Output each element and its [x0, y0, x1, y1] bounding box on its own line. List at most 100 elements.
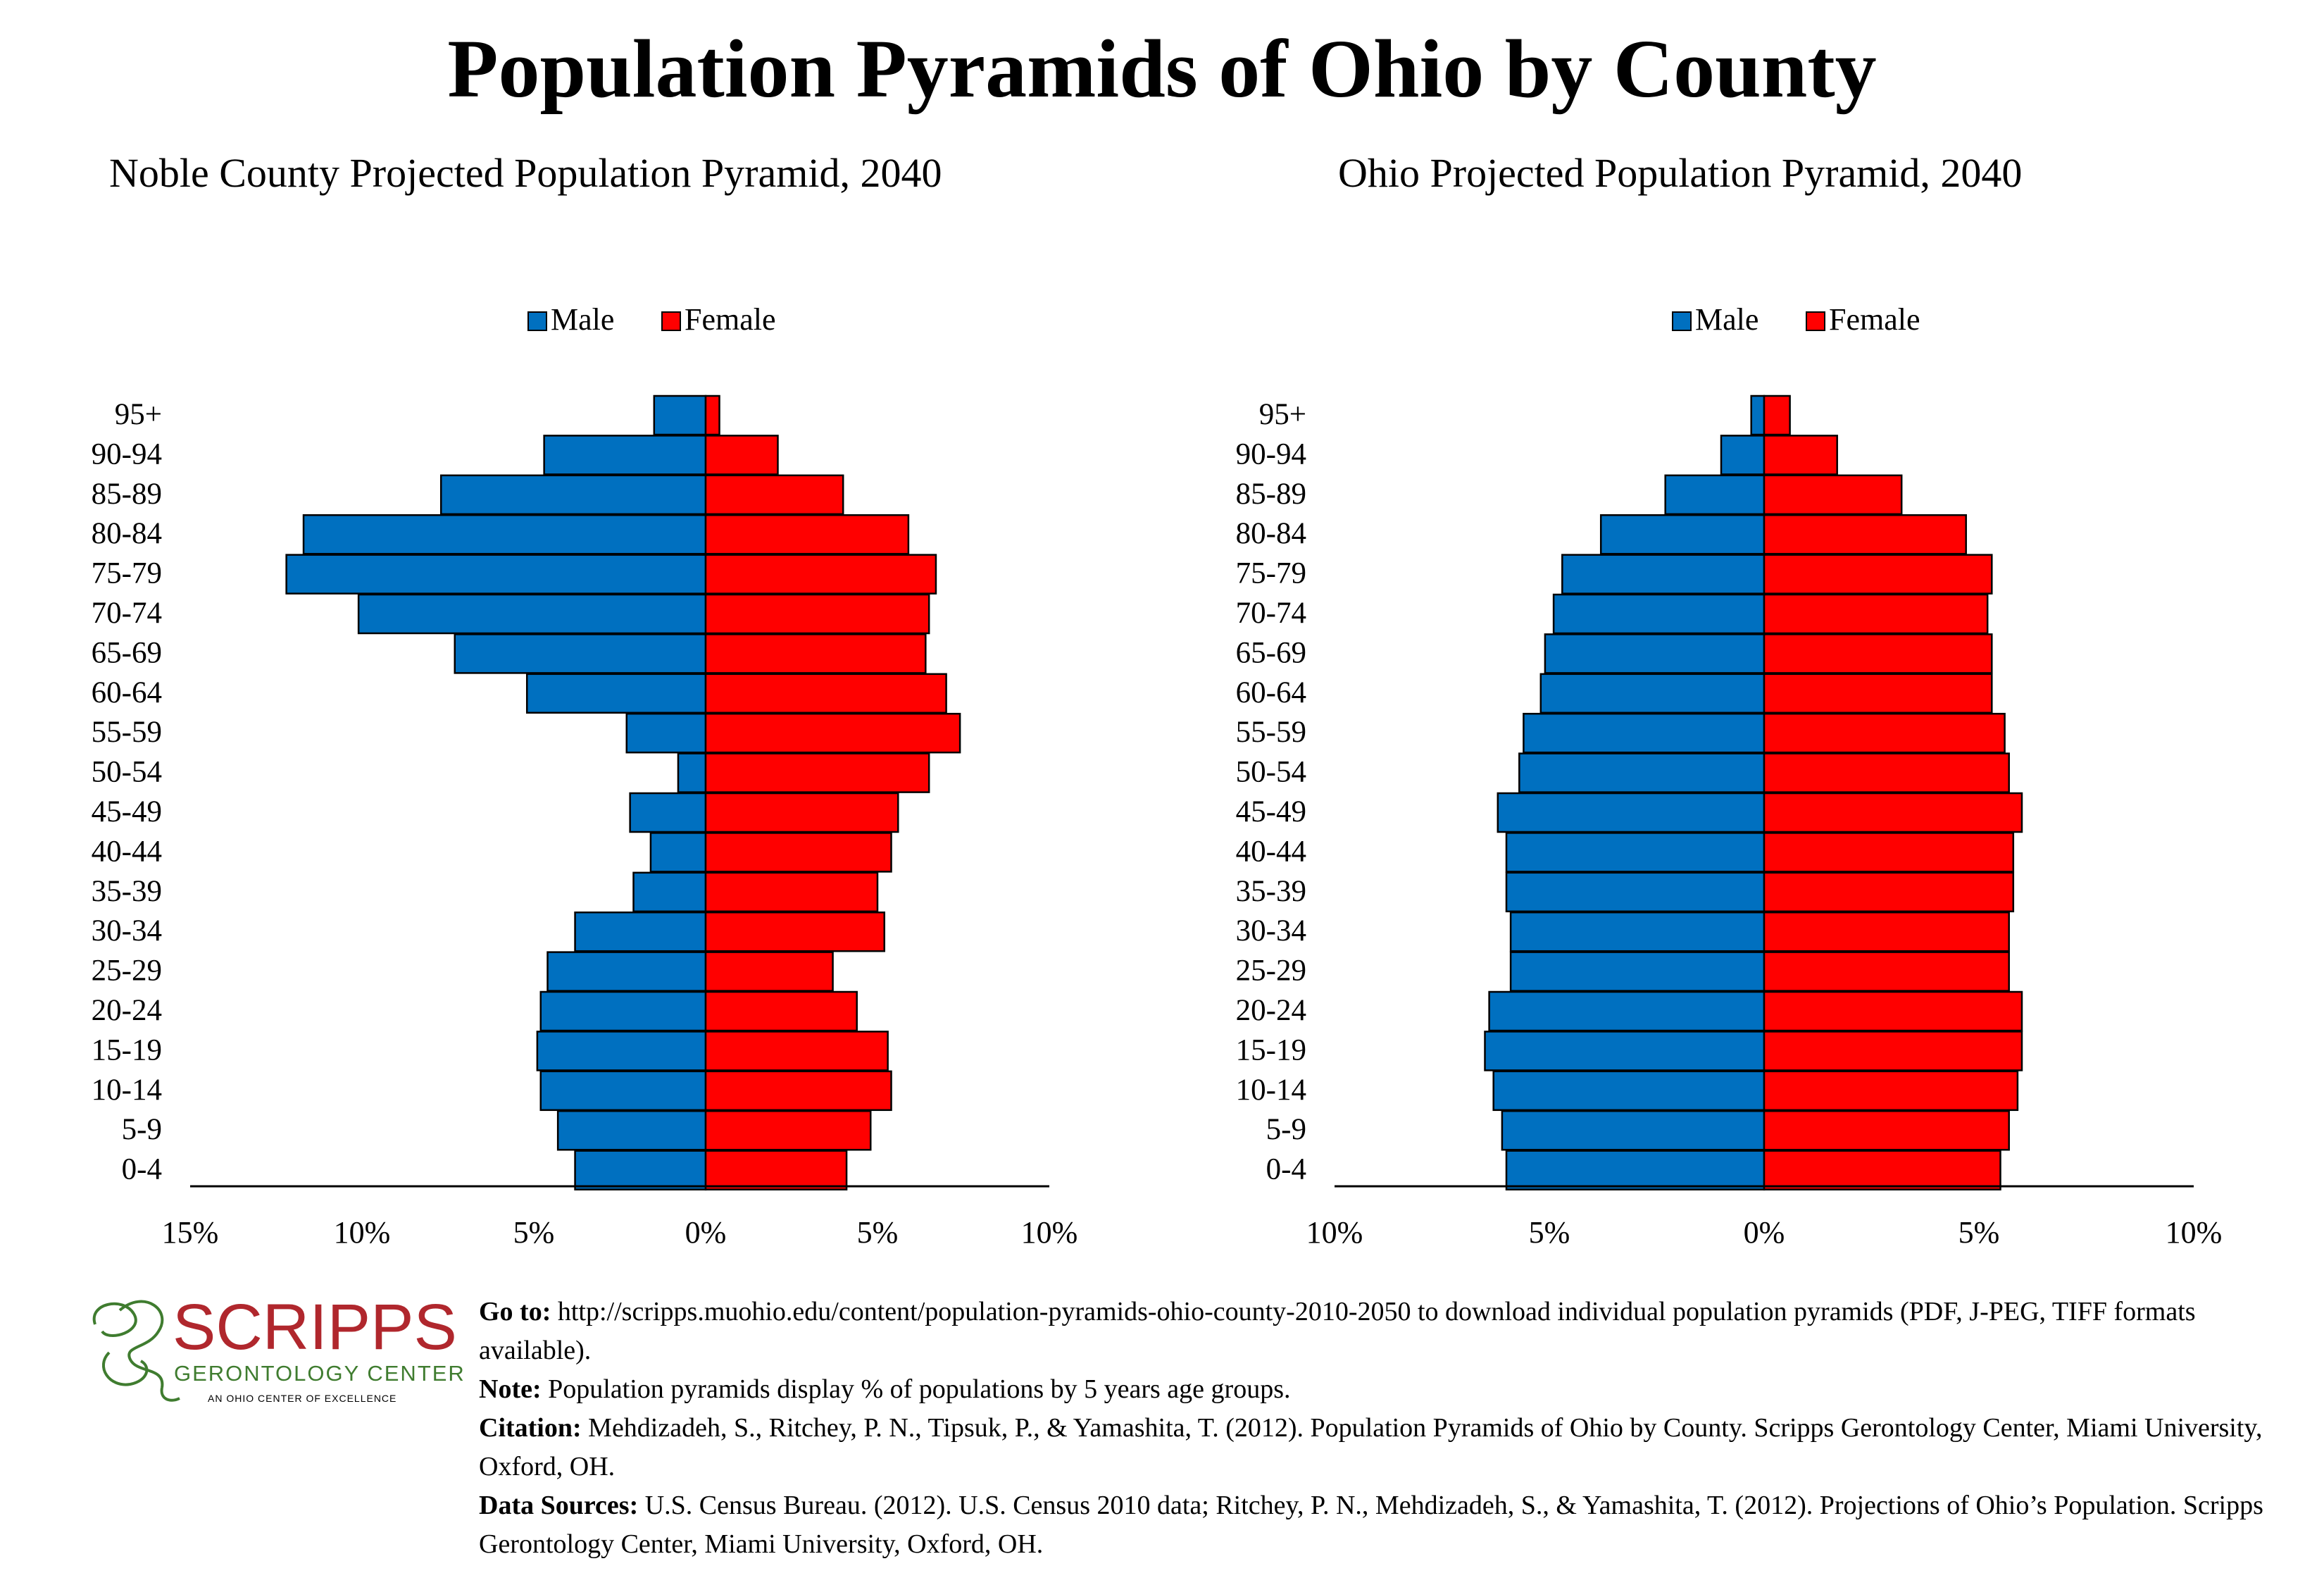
female-bar — [704, 1031, 889, 1071]
noble-county-pyramid: Noble County Projected Population Pyrami… — [0, 141, 1162, 1268]
female-bar — [704, 1110, 872, 1151]
female-bar — [704, 554, 937, 595]
male-bar — [454, 633, 707, 674]
x-tick-label: 10% — [1306, 1215, 1363, 1250]
age-label: 80-84 — [1236, 517, 1306, 550]
logo-tagline: AN OHIO CENTER OF EXCELLENCE — [208, 1393, 396, 1404]
male-bar — [677, 752, 707, 793]
female-bar — [704, 951, 834, 992]
female-bar — [704, 911, 886, 952]
female-bar — [1763, 1150, 2001, 1191]
age-label: 75-79 — [92, 557, 162, 590]
male-bar — [546, 951, 707, 992]
male-bar — [1539, 673, 1766, 714]
legend-swatch-male — [1672, 311, 1692, 331]
age-label: 65-69 — [92, 636, 162, 669]
age-label: 95+ — [1259, 398, 1306, 431]
male-bar — [1509, 911, 1766, 952]
legend-label-male: Male — [551, 302, 614, 337]
male-bar — [1488, 990, 1766, 1032]
female-bar — [704, 990, 858, 1032]
note-text: Population pyramids display % of populat… — [541, 1374, 1291, 1404]
legend-label-female: Female — [1829, 302, 1920, 337]
x-tick-label: 5% — [1529, 1215, 1570, 1250]
x-tick-label: 10% — [334, 1215, 391, 1250]
x-tick-label: 0% — [685, 1215, 727, 1250]
female-bar — [1763, 1070, 2019, 1112]
female-bar — [1763, 951, 2010, 992]
age-label: 0-4 — [1266, 1153, 1306, 1186]
male-bar — [1664, 474, 1766, 516]
female-bar — [1763, 911, 2010, 952]
female-bar — [1763, 752, 2010, 793]
logo-swirl-icon — [92, 1300, 180, 1402]
male-bar — [629, 792, 707, 833]
male-bar — [632, 871, 707, 913]
age-label: 15-19 — [92, 1033, 162, 1067]
female-bar — [704, 514, 910, 555]
male-bar — [1561, 554, 1766, 595]
age-label: 25-29 — [1236, 955, 1306, 988]
age-label: 35-39 — [1236, 875, 1306, 908]
female-bar — [704, 474, 844, 516]
citation-label: Citation: — [479, 1413, 582, 1443]
footer-note: Note: Population pyramids display % of p… — [479, 1370, 2310, 1409]
age-label: 60-64 — [92, 676, 162, 709]
scripps-logo-graphic: SCRIPPS GERONTOLOGY CENTER AN OHIO CENTE… — [92, 1291, 464, 1404]
female-bar — [1763, 673, 1993, 714]
female-bar — [704, 673, 947, 714]
male-bar — [539, 990, 707, 1032]
male-bar — [1523, 712, 1766, 754]
age-label: 45-49 — [92, 795, 162, 828]
goto-label: Go to: — [479, 1297, 551, 1326]
male-bar — [1501, 1110, 1766, 1151]
female-bar — [704, 871, 879, 913]
page-title: Population Pyramids of Ohio by County — [447, 23, 1877, 115]
male-bar — [536, 1031, 707, 1071]
chart-title: Noble County Projected Population Pyrami… — [109, 150, 942, 196]
female-bar — [704, 394, 720, 436]
footer-notes: Go to: http://scripps.muohio.edu/content… — [479, 1293, 2310, 1564]
age-label: 30-34 — [1236, 914, 1306, 947]
age-label: 80-84 — [92, 517, 162, 550]
male-bar — [1505, 871, 1766, 913]
male-bar — [1518, 752, 1766, 793]
ohio-pyramid: Ohio Projected Population Pyramid, 2040 M… — [1162, 141, 2324, 1268]
female-bar — [704, 792, 899, 833]
female-bar — [1763, 871, 2015, 913]
female-bar — [1763, 1110, 2010, 1151]
noble-county-chart-svg: Noble County Projected Population Pyrami… — [92, 150, 1078, 1250]
age-label: 30-34 — [92, 914, 162, 947]
male-bar — [1484, 1031, 1766, 1071]
scripps-logo: SCRIPPS GERONTOLOGY CENTER AN OHIO CENTE… — [81, 1282, 475, 1409]
age-label: 85-89 — [1236, 478, 1306, 511]
sources-text: U.S. Census Bureau. (2012). U.S. Census … — [479, 1491, 2263, 1559]
male-bar — [302, 514, 707, 555]
x-tick-label: 15% — [162, 1215, 219, 1250]
age-label: 40-44 — [1236, 835, 1306, 868]
age-label: 60-64 — [1236, 676, 1306, 709]
male-bar — [539, 1070, 707, 1112]
age-label: 50-54 — [92, 756, 162, 789]
age-label: 20-24 — [1236, 994, 1306, 1027]
male-bar — [649, 832, 707, 873]
legend-swatch-female — [661, 311, 681, 331]
male-bar — [1492, 1070, 1766, 1112]
male-bar — [1497, 792, 1766, 833]
female-bar — [1763, 514, 1967, 555]
female-bar — [1763, 435, 1838, 476]
sources-label: Data Sources: — [479, 1491, 639, 1520]
x-tick-label: 5% — [857, 1215, 899, 1250]
ohio-chart-svg: Ohio Projected Population Pyramid, 2040 M… — [1236, 150, 2223, 1250]
logo-name: SCRIPPS — [173, 1291, 457, 1363]
legend-label-female: Female — [685, 302, 776, 337]
age-label: 95+ — [115, 398, 162, 431]
female-bar — [704, 712, 961, 754]
age-label: 5-9 — [122, 1113, 162, 1146]
male-bar — [1505, 832, 1766, 873]
male-bar — [1720, 435, 1766, 476]
female-bar — [704, 1070, 892, 1112]
footer-sources: Data Sources: U.S. Census Bureau. (2012)… — [479, 1486, 2310, 1564]
age-label: 20-24 — [92, 994, 162, 1027]
age-label: 65-69 — [1236, 636, 1306, 669]
